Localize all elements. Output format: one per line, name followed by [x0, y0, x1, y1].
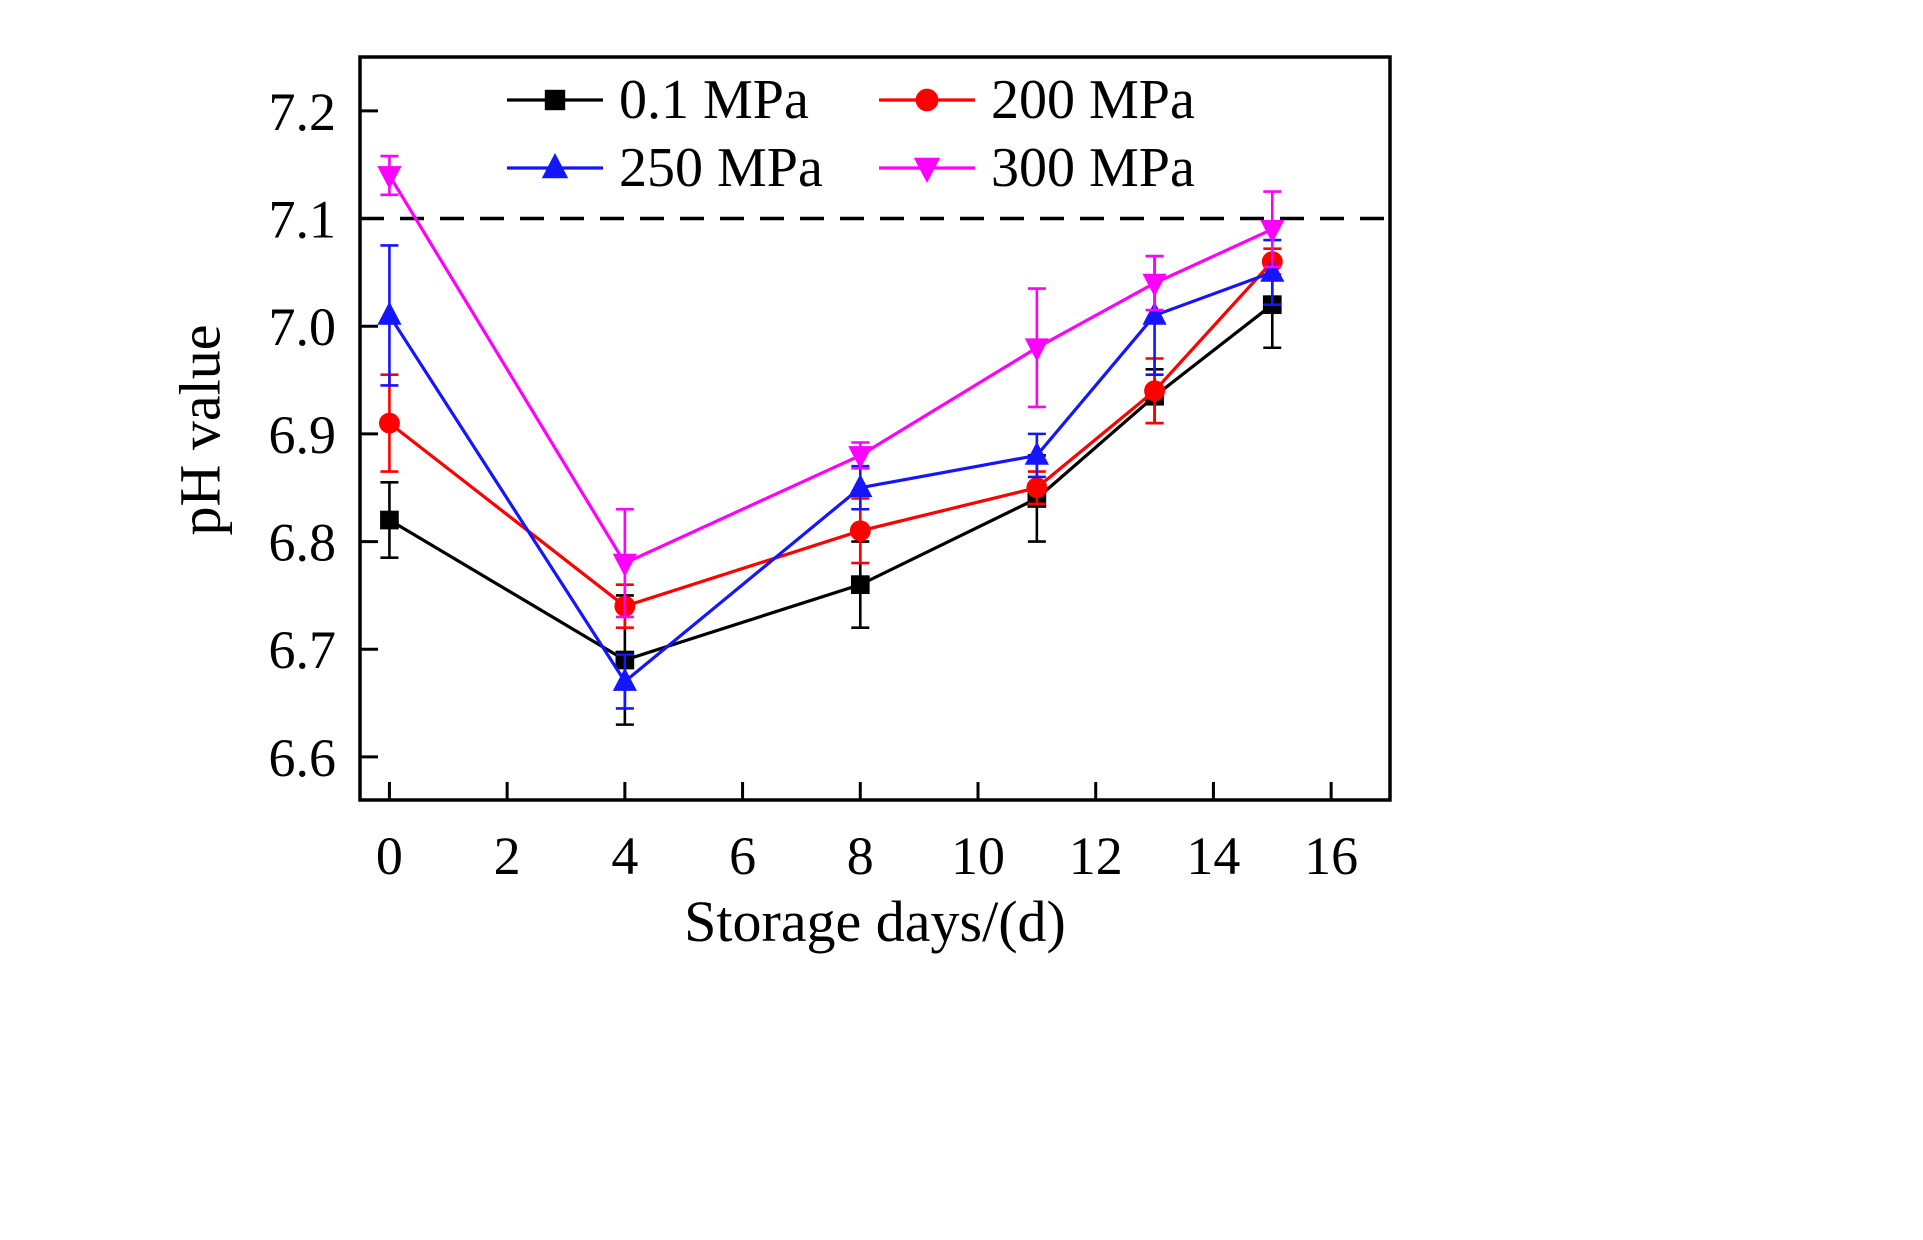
svg-text:6.9: 6.9	[269, 405, 337, 465]
svg-text:6: 6	[729, 826, 756, 886]
svg-text:7.2: 7.2	[269, 82, 337, 142]
svg-text:7.0: 7.0	[269, 297, 337, 357]
y-axis-label: pH value	[167, 324, 233, 536]
svg-text:0: 0	[376, 826, 403, 886]
svg-text:6.7: 6.7	[269, 620, 337, 680]
legend-item-300mpa: 300 MPa	[877, 140, 1195, 196]
svg-text:16: 16	[1304, 826, 1358, 886]
legend-item-250mpa: 250 MPa	[505, 140, 877, 196]
x-axis-label: Storage days/(d)	[684, 889, 1066, 954]
svg-text:7.1: 7.1	[269, 190, 337, 250]
svg-text:10: 10	[951, 826, 1005, 886]
legend: 0.1 MPa 200 MPa 250 MPa 300 MPa	[505, 72, 1195, 196]
svg-text:2: 2	[494, 826, 521, 886]
triangle-down-marker-icon	[877, 146, 977, 190]
legend-label: 200 MPa	[991, 69, 1195, 131]
circle-marker-icon	[877, 78, 977, 122]
svg-text:6.8: 6.8	[269, 513, 337, 573]
svg-text:12: 12	[1069, 826, 1123, 886]
svg-text:6.6: 6.6	[269, 728, 337, 788]
legend-label: 300 MPa	[991, 137, 1195, 199]
legend-label: 250 MPa	[619, 137, 823, 199]
triangle-up-marker-icon	[505, 146, 605, 190]
svg-text:8: 8	[847, 826, 874, 886]
square-marker-icon	[505, 78, 605, 122]
svg-text:14: 14	[1186, 826, 1240, 886]
legend-label: 0.1 MPa	[619, 69, 809, 131]
legend-item-200mpa: 200 MPa	[877, 72, 1195, 128]
legend-item-0.1mpa: 0.1 MPa	[505, 72, 877, 128]
svg-text:4: 4	[611, 826, 638, 886]
